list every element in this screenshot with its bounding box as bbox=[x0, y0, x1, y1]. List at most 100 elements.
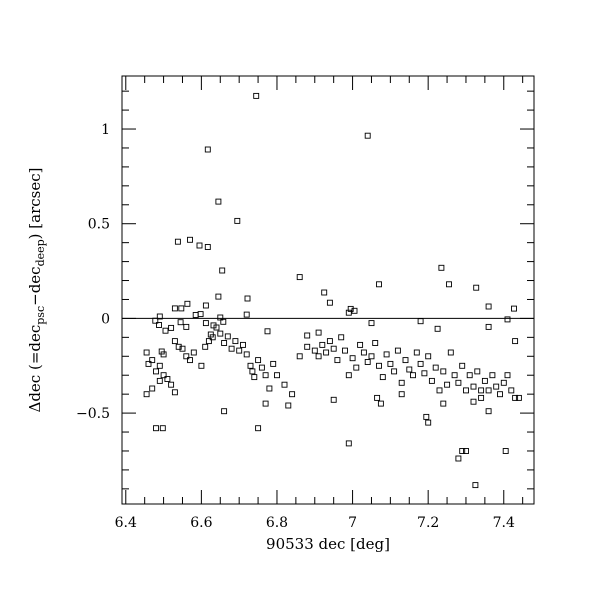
data-point bbox=[255, 357, 262, 364]
data-point bbox=[160, 372, 167, 379]
data-point bbox=[326, 338, 333, 345]
data-point bbox=[174, 238, 181, 245]
data-point bbox=[493, 383, 500, 390]
data-point bbox=[183, 323, 190, 330]
data-point bbox=[168, 381, 175, 388]
data-point bbox=[330, 396, 337, 403]
data-point bbox=[202, 343, 209, 350]
data-point bbox=[187, 357, 193, 364]
data-point bbox=[156, 322, 162, 328]
data-point bbox=[168, 324, 175, 331]
data-point bbox=[190, 349, 197, 356]
data-point bbox=[410, 372, 416, 379]
y-tick-label: 1 bbox=[101, 122, 110, 138]
data-point bbox=[249, 368, 256, 375]
data-point bbox=[164, 376, 171, 382]
data-point bbox=[296, 353, 303, 360]
data-point bbox=[198, 362, 205, 369]
data-point bbox=[478, 387, 485, 394]
data-point bbox=[376, 281, 382, 288]
data-point bbox=[334, 357, 341, 364]
data-point bbox=[485, 408, 492, 415]
data-point bbox=[204, 244, 211, 250]
data-point bbox=[466, 372, 473, 379]
data-point bbox=[270, 360, 277, 367]
data-point bbox=[473, 284, 480, 291]
data-point bbox=[183, 353, 190, 360]
data-point bbox=[421, 370, 428, 377]
data-point bbox=[326, 299, 333, 306]
data-point bbox=[470, 398, 477, 405]
data-point bbox=[512, 338, 519, 345]
data-point bbox=[345, 372, 352, 379]
data-point bbox=[224, 333, 231, 340]
data-point bbox=[217, 314, 224, 321]
data-point bbox=[377, 400, 384, 407]
x-tick-label: 6.8 bbox=[266, 515, 288, 531]
data-point bbox=[178, 305, 185, 312]
data-point bbox=[255, 425, 262, 432]
data-point bbox=[175, 343, 182, 350]
data-point bbox=[357, 341, 364, 348]
data-point bbox=[221, 408, 228, 415]
data-point bbox=[262, 400, 269, 407]
data-point bbox=[220, 318, 227, 325]
data-point bbox=[219, 267, 226, 274]
tick-labels: 6.4 6.6 6.8 7 7.2 7.4 −0.5 0 0.5 1 bbox=[76, 122, 515, 531]
data-point bbox=[236, 347, 243, 354]
data-point bbox=[204, 146, 211, 153]
data-point bbox=[315, 353, 322, 360]
data-point bbox=[285, 402, 292, 409]
data-point bbox=[345, 440, 352, 447]
data-point bbox=[440, 400, 447, 407]
data-point bbox=[474, 368, 481, 375]
data-point bbox=[364, 132, 371, 139]
data-point bbox=[425, 419, 432, 426]
data-point bbox=[240, 341, 246, 348]
data-point bbox=[323, 349, 330, 356]
data-point bbox=[330, 345, 337, 352]
x-tick-label: 7.2 bbox=[417, 515, 439, 531]
data-point bbox=[243, 311, 250, 318]
axis-ticks bbox=[122, 76, 534, 504]
data-point bbox=[243, 351, 250, 358]
data-point bbox=[470, 383, 477, 390]
data-point bbox=[202, 320, 209, 327]
data-point bbox=[391, 368, 398, 375]
y-axis-label: Δdec (=decpsc−decdeep) [arcsec] bbox=[26, 167, 47, 412]
data-point bbox=[221, 340, 228, 346]
x-tick-label: 7 bbox=[348, 515, 357, 531]
data-point bbox=[153, 425, 159, 432]
data-point bbox=[376, 362, 382, 369]
data-point bbox=[379, 374, 386, 381]
x-tick-label: 7.4 bbox=[493, 515, 515, 531]
data-point bbox=[463, 448, 469, 454]
data-point bbox=[434, 325, 441, 332]
data-point bbox=[398, 379, 405, 386]
data-point bbox=[262, 372, 269, 379]
data-point bbox=[149, 385, 156, 392]
data-point bbox=[187, 236, 193, 243]
x-tick-label: 6.6 bbox=[190, 515, 212, 531]
data-point bbox=[143, 349, 150, 356]
x-tick-label: 6.4 bbox=[115, 515, 137, 531]
data-point bbox=[447, 349, 454, 356]
data-point bbox=[289, 391, 296, 398]
data-point bbox=[177, 319, 184, 326]
data-point bbox=[159, 425, 166, 432]
data-point bbox=[372, 340, 379, 346]
data-point bbox=[472, 482, 479, 489]
data-point bbox=[213, 324, 220, 331]
data-point bbox=[338, 334, 345, 341]
data-point bbox=[205, 338, 212, 345]
data-point bbox=[197, 311, 204, 318]
data-point bbox=[436, 387, 443, 394]
data-point bbox=[247, 362, 254, 369]
data-point bbox=[179, 345, 186, 352]
data-point bbox=[196, 242, 203, 249]
data-point bbox=[253, 92, 260, 99]
data-point bbox=[417, 318, 424, 325]
data-point bbox=[489, 372, 496, 379]
data-point bbox=[459, 448, 466, 454]
data-point bbox=[202, 302, 209, 309]
